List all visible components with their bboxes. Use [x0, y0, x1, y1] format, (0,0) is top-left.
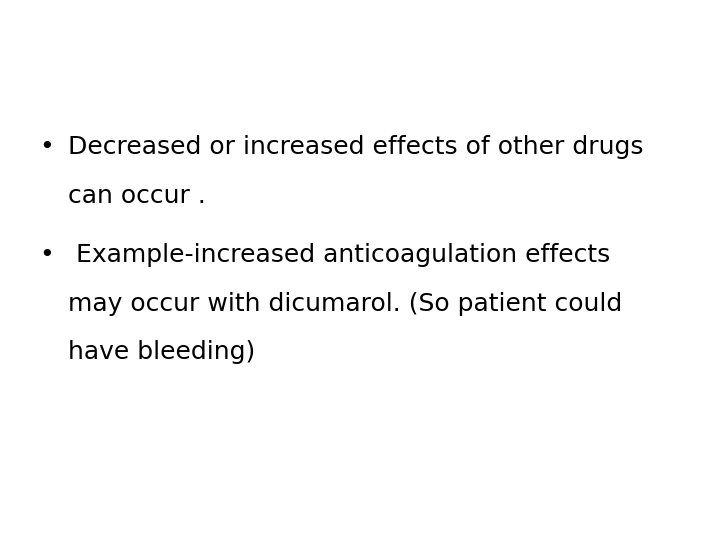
Text: can occur .: can occur .	[68, 184, 206, 207]
Text: Decreased or increased effects of other drugs: Decreased or increased effects of other …	[68, 135, 644, 159]
Text: •: •	[40, 243, 54, 267]
Text: may occur with dicumarol. (So patient could: may occur with dicumarol. (So patient co…	[68, 292, 623, 315]
Text: have bleeding): have bleeding)	[68, 340, 256, 364]
Text: Example-increased anticoagulation effects: Example-increased anticoagulation effect…	[68, 243, 611, 267]
Text: •: •	[40, 135, 54, 159]
